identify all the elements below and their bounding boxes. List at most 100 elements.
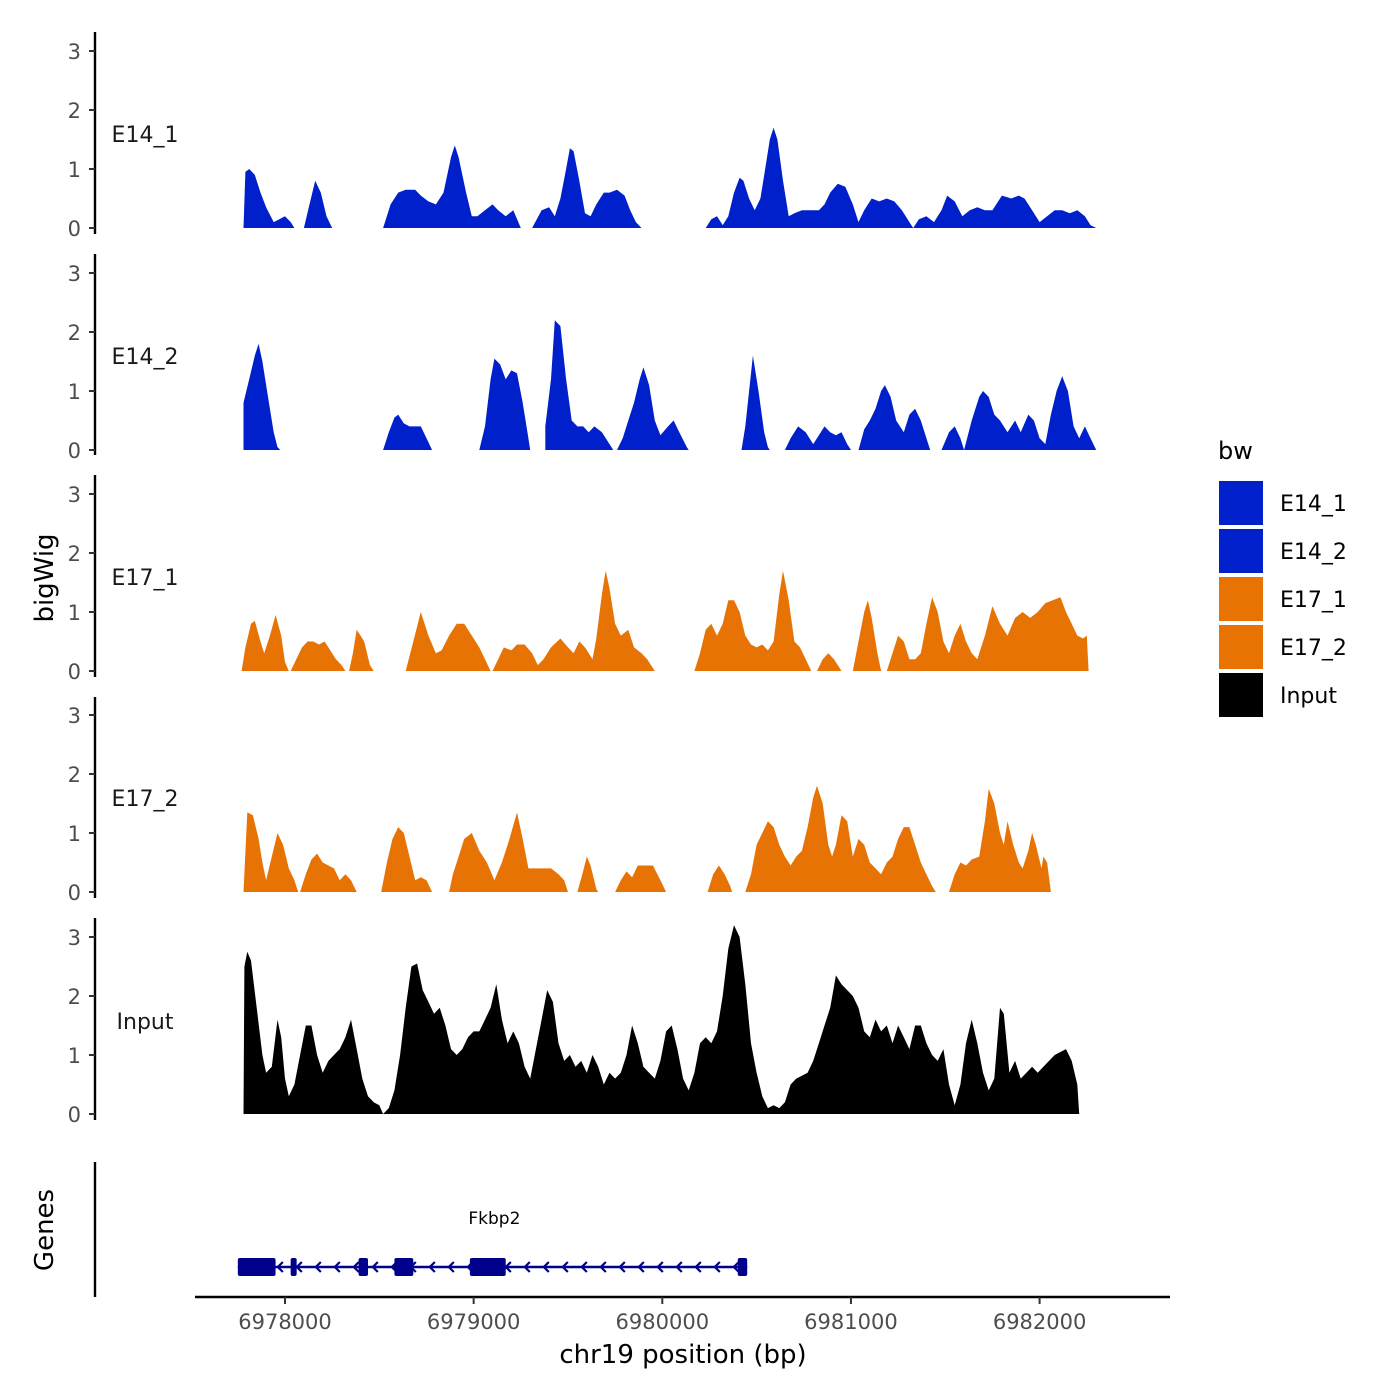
- coverage-area-e17_2: [300, 853, 357, 892]
- coverage-area-e17_2: [577, 856, 599, 892]
- strand-arrow: [523, 1261, 531, 1273]
- y-tick-label: 2: [68, 542, 81, 566]
- coverage-area-e17_2: [449, 812, 568, 892]
- legend-item: E17_2: [1217, 623, 1347, 671]
- coverage-area-e17_2: [381, 827, 433, 892]
- coverage-area-e17_1: [492, 570, 655, 671]
- x-tick-label: 6981000: [804, 1310, 898, 1334]
- y-tick-label: 1: [68, 822, 81, 846]
- y-tick-label: 2: [68, 985, 81, 1009]
- legend-swatch: [1217, 575, 1265, 623]
- strand-arrow: [314, 1261, 322, 1273]
- y-tick-label: 0: [68, 439, 81, 463]
- y-tick-label: 3: [68, 704, 81, 728]
- legend: bw E14_1 E14_2 E17_1 E17_2 Input: [1217, 437, 1347, 719]
- strand-arrow: [732, 1261, 740, 1273]
- gene-exon: [469, 1258, 506, 1276]
- x-tick-label: 6982000: [993, 1310, 1087, 1334]
- track-e17_1: 0 1 2 3 E17_1: [68, 475, 1089, 684]
- y-tick-label: 3: [68, 40, 81, 64]
- strand-arrow: [371, 1261, 379, 1273]
- strand-arrow: [713, 1261, 721, 1273]
- strand-arrow: [599, 1261, 607, 1273]
- coverage-area-input: [243, 925, 1080, 1114]
- strand-arrow: [428, 1261, 436, 1273]
- strand-arrow: [333, 1261, 341, 1273]
- y-tick-label: 2: [68, 99, 81, 123]
- legend-item: E14_1: [1217, 479, 1347, 527]
- coverage-area-e17_2: [243, 812, 299, 892]
- x-tick-label: 6978000: [238, 1310, 332, 1334]
- track-label: Input: [117, 1010, 174, 1035]
- legend-title: bw: [1218, 437, 1253, 465]
- gene-exon: [358, 1258, 369, 1276]
- legend-label: E14_2: [1280, 540, 1347, 565]
- legend-label: E17_2: [1280, 636, 1347, 661]
- gene-exon: [237, 1258, 276, 1276]
- legend-swatch: [1217, 479, 1265, 527]
- y-tick-label: 1: [68, 380, 81, 404]
- x-axis-title: chr19 position (bp): [559, 1340, 806, 1370]
- coverage-area-e14_2: [741, 355, 770, 450]
- strand-arrow: [295, 1261, 303, 1273]
- coverage-area-e14_1: [383, 145, 521, 228]
- y-tick-label: 2: [68, 321, 81, 345]
- coverage-area-e14_2: [941, 376, 1097, 450]
- track-label: E17_1: [112, 566, 179, 591]
- coverage-area-e17_2: [949, 788, 1051, 892]
- y-tick-label: 1: [68, 1044, 81, 1068]
- gene-track: Fkbp2: [93, 1162, 748, 1297]
- coverage-area-e14_1: [243, 169, 295, 228]
- strand-arrow: [618, 1261, 626, 1273]
- coverage-area-e14_2: [784, 426, 851, 450]
- gene-name-label: Fkbp2: [468, 1209, 520, 1229]
- strand-arrow: [276, 1261, 284, 1273]
- y-tick-label: 1: [68, 601, 81, 625]
- coverage-area-e17_2: [707, 865, 733, 892]
- legend-item: E14_2: [1217, 527, 1347, 575]
- strand-arrow: [561, 1261, 569, 1273]
- coverage-area-e17_2: [615, 865, 667, 892]
- legend-item: E17_1: [1217, 575, 1347, 623]
- coverage-area-e14_2: [858, 385, 931, 450]
- strand-arrow: [580, 1261, 588, 1273]
- y-tick-label: 0: [68, 660, 81, 684]
- y-tick-label: 0: [68, 217, 81, 241]
- coverage-area-e14_2: [617, 367, 689, 450]
- x-tick-label: 6979000: [427, 1310, 521, 1334]
- legend-label: Input: [1280, 684, 1337, 709]
- y-tick-label: 0: [68, 1103, 81, 1127]
- x-tick-label: 6980000: [616, 1310, 710, 1334]
- coverage-area-e17_1: [349, 629, 374, 671]
- gene-exon: [737, 1258, 748, 1276]
- strand-arrow: [675, 1261, 683, 1273]
- track-input: 0 1 2 3 Input: [68, 918, 1080, 1127]
- coverage-area-e17_1: [694, 570, 812, 671]
- legend-swatch: [1217, 623, 1265, 671]
- track-label: E14_1: [112, 123, 179, 148]
- coverage-area-e14_1: [705, 127, 1097, 228]
- y-tick-label: 0: [68, 881, 81, 905]
- legend-item: Input: [1217, 671, 1337, 719]
- coverage-area-e17_1: [817, 653, 842, 671]
- legend-label: E17_1: [1280, 588, 1347, 613]
- coverage-area-e17_1: [405, 612, 491, 671]
- legend-swatch: [1217, 527, 1265, 575]
- genes-axis-title: Genes: [30, 1189, 60, 1271]
- strand-arrow: [447, 1261, 455, 1273]
- y-tick-label: 3: [68, 926, 81, 950]
- coverage-area-e17_1: [852, 600, 882, 671]
- coverage-area-e14_2: [243, 343, 281, 450]
- track-e14_1: 0 1 2 3 E14_1: [68, 32, 1097, 241]
- coverage-area-e14_1: [303, 180, 333, 228]
- coverage-area-e17_2: [745, 785, 936, 892]
- strand-arrow: [694, 1261, 702, 1273]
- coverage-area-e17_1: [886, 597, 1089, 671]
- coverage-area-e14_1: [532, 148, 642, 228]
- coverage-area-e14_2: [545, 320, 614, 450]
- track-e17_2: 0 1 2 3 E17_2: [68, 697, 1051, 905]
- track-label: E14_2: [112, 345, 179, 370]
- strand-arrow: [504, 1261, 512, 1273]
- coverage-area-e14_2: [479, 358, 531, 450]
